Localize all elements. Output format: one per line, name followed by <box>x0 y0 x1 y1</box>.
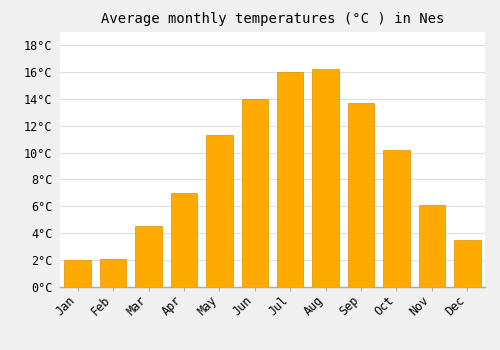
Bar <box>206 135 233 287</box>
Bar <box>383 150 409 287</box>
Bar <box>418 205 445 287</box>
Bar <box>454 240 480 287</box>
Bar <box>170 193 197 287</box>
Bar <box>277 72 303 287</box>
Bar <box>64 260 91 287</box>
Bar <box>100 259 126 287</box>
Bar <box>242 99 268 287</box>
Title: Average monthly temperatures (°C ) in Nes: Average monthly temperatures (°C ) in Ne… <box>101 12 444 26</box>
Bar <box>312 69 339 287</box>
Bar <box>136 226 162 287</box>
Bar <box>348 103 374 287</box>
